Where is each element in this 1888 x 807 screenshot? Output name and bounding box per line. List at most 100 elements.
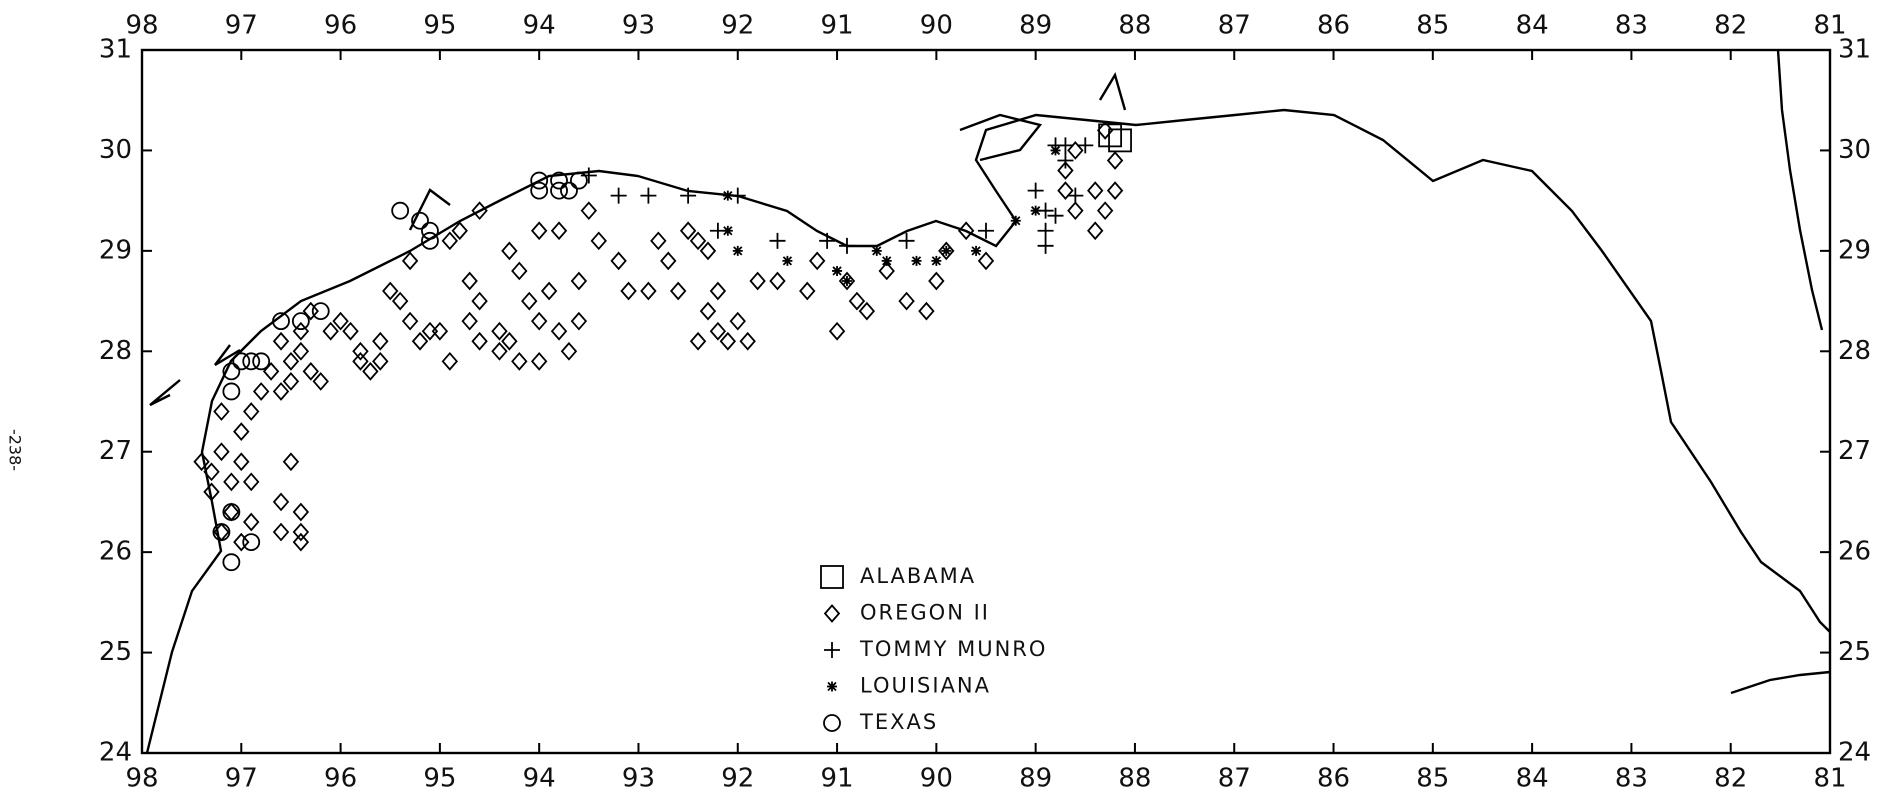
x-tick-label-bottom: 86	[1317, 764, 1350, 794]
diamond-marker	[570, 271, 588, 291]
plus-marker	[898, 232, 915, 249]
diamond-marker	[243, 472, 260, 492]
diamond-marker	[292, 321, 310, 341]
diamond-marker	[322, 321, 339, 341]
diamond-marker	[272, 492, 290, 512]
asterisk-marker	[841, 275, 852, 286]
diamond-marker	[372, 331, 389, 351]
diamond-marker	[243, 512, 260, 532]
y-tick-label-left: 29	[99, 235, 132, 265]
diamond-marker	[828, 321, 846, 341]
diamond-marker	[709, 321, 727, 341]
diamond-marker	[262, 362, 280, 381]
diamond-marker	[491, 321, 508, 341]
circle-marker	[222, 553, 241, 572]
diamond-marker	[511, 261, 528, 281]
diamond-marker	[699, 241, 717, 261]
diamond-marker	[282, 452, 300, 472]
diamond-marker	[719, 331, 737, 351]
plus-marker	[680, 187, 697, 204]
diamond-marker	[1067, 201, 1084, 221]
y-tick-label-right: 26	[1838, 537, 1871, 567]
diamond-marker	[282, 372, 300, 391]
plus-marker	[1027, 182, 1044, 199]
diamond-marker	[302, 362, 319, 381]
asterisk-marker	[911, 255, 922, 266]
y-tick-label-right: 24	[1838, 738, 1871, 768]
x-tick-label-top: 83	[1615, 11, 1648, 41]
asterisk-marker	[827, 681, 837, 692]
y-tick-label-right: 27	[1838, 436, 1871, 466]
circle-marker	[530, 171, 549, 190]
x-tick-label-bottom: 95	[423, 764, 456, 794]
diamond-marker	[749, 271, 766, 291]
diamond-marker	[213, 402, 230, 421]
y-tick-label-right: 25	[1838, 637, 1871, 667]
asterisk-marker	[722, 190, 733, 201]
x-tick-label-top: 84	[1516, 11, 1549, 41]
diamond-marker	[272, 522, 290, 542]
diamond-marker	[1067, 141, 1084, 160]
x-tick-label-bottom: 92	[721, 764, 754, 794]
diamond-marker	[521, 291, 538, 311]
gulf-coast	[145, 108, 1831, 754]
diamond-marker	[709, 281, 727, 301]
circle-marker	[222, 382, 241, 401]
diamond-marker	[640, 281, 657, 301]
diamond-marker	[511, 351, 528, 371]
diamond-marker	[272, 331, 290, 351]
diamond-marker	[252, 382, 270, 401]
diamond-marker	[620, 281, 637, 301]
circle-marker	[291, 312, 310, 331]
x-tick-label-bottom: 90	[920, 764, 953, 794]
diamond-marker	[243, 402, 260, 421]
circle-marker	[391, 201, 410, 220]
circle-marker	[421, 231, 439, 250]
diamond-marker	[699, 301, 717, 321]
plus-marker	[1037, 237, 1054, 254]
x-tick-label-bottom: 87	[1218, 764, 1251, 794]
circle-marker	[569, 171, 588, 190]
diamond-marker	[501, 241, 518, 261]
y-tick-label-left: 30	[99, 135, 132, 165]
diamond-marker	[858, 301, 876, 321]
circle-marker	[272, 312, 290, 331]
diamond-marker	[302, 301, 319, 321]
diamond-marker	[957, 221, 975, 241]
y-tick-label-right: 28	[1838, 336, 1871, 366]
diamond-marker	[1096, 120, 1114, 140]
x-tick-label-top: 90	[920, 11, 953, 41]
diamond-marker	[401, 251, 419, 271]
asterisk-marker	[881, 255, 892, 266]
diamond-marker	[1087, 181, 1104, 200]
page-label: -238-	[6, 429, 25, 471]
diamond-marker	[292, 522, 310, 542]
circle-marker	[411, 211, 429, 230]
diamond-marker	[362, 362, 379, 381]
diamond-marker	[471, 331, 488, 351]
plot-frame	[140, 48, 1832, 755]
x-tick-label-top: 88	[1118, 11, 1151, 41]
diamond-marker	[421, 321, 439, 341]
diamond-marker	[560, 341, 578, 361]
plus-marker	[769, 232, 786, 249]
x-tick-label-top: 93	[622, 11, 655, 41]
y-tick-label-left: 27	[99, 436, 132, 466]
diamond-marker	[838, 271, 856, 291]
x-tick-label-bottom: 93	[622, 764, 655, 794]
plus-marker	[1067, 187, 1084, 204]
y-tick-label-left: 25	[99, 637, 132, 667]
diamond-marker	[233, 422, 250, 441]
diamond-marker	[769, 271, 786, 291]
asterisk-marker	[832, 265, 843, 276]
diamond-marker	[342, 321, 359, 341]
x-tick-label-top: 92	[721, 11, 754, 41]
circle-marker	[212, 523, 231, 541]
legend-label: ALABAMA	[860, 564, 976, 588]
diamond-marker	[570, 311, 588, 331]
diamond-marker	[223, 472, 240, 492]
asterisk-marker	[1010, 215, 1021, 226]
diamond-marker	[530, 221, 548, 241]
